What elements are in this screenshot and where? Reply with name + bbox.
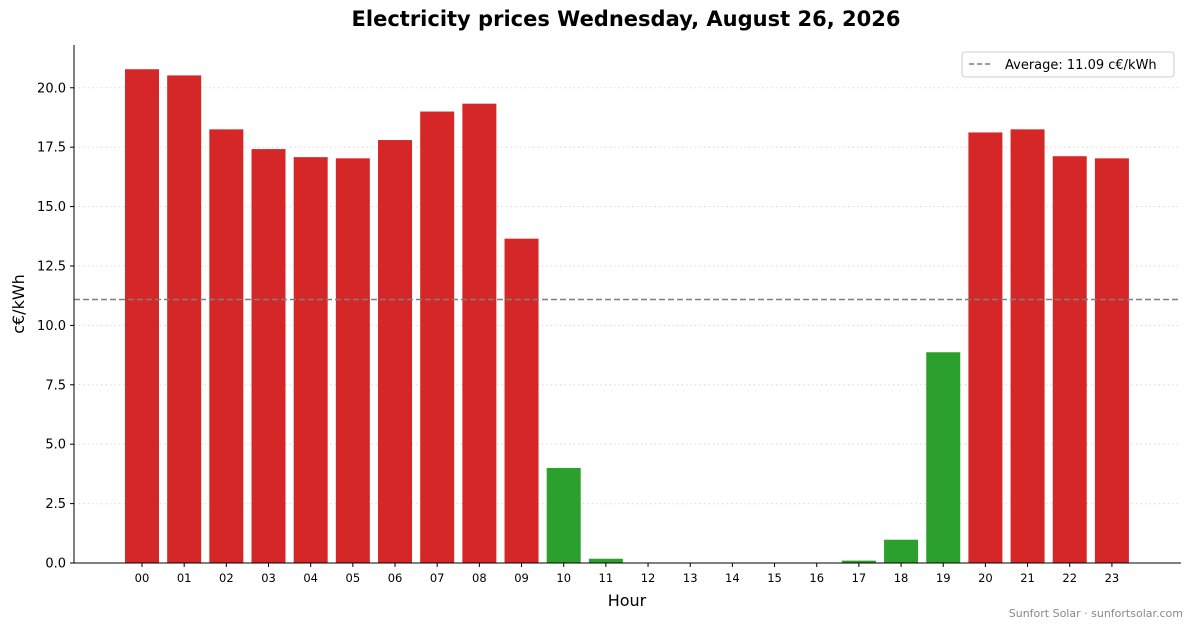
bar-hour-01 (167, 75, 202, 564)
bar-hour-17 (841, 560, 876, 563)
bar-hour-19 (926, 352, 961, 563)
x-ticks: 00 01 02 03 04 05 06 07 08 09 10 11 12 13 14 15 16 17 18 19… (135, 563, 1120, 585)
x-tick-label: 16 (809, 571, 824, 585)
x-tick-label: 08 (472, 571, 487, 585)
x-tick-label: 04 (303, 571, 318, 585)
x-tick-label: 05 (346, 571, 361, 585)
x-tick-label: 02 (219, 571, 234, 585)
x-tick-label: 03 (261, 571, 276, 585)
y-tick-label: 10.0 (37, 319, 66, 334)
y-tick-label: 17.5 (37, 141, 66, 156)
x-tick-label: 07 (430, 571, 445, 585)
y-axis-label: c€/kWh (9, 274, 28, 334)
y-tick-label: 12.5 (37, 259, 66, 274)
x-tick-label: 14 (725, 571, 740, 585)
bar-hour-06 (378, 140, 413, 563)
x-tick-label: 12 (641, 571, 656, 585)
chart-title: Electricity prices Wednesday, August 26,… (352, 7, 901, 31)
y-tick-label: 7.5 (45, 378, 66, 393)
bar-hour-05 (335, 158, 370, 563)
x-tick-label: 11 (599, 571, 614, 585)
bar-hour-23 (1094, 158, 1129, 563)
y-ticks: 0.0 2.5 5.0 7.5 10.0 12.5 15.0 17.5 20.0 (37, 81, 74, 572)
y-tick-label: 20.0 (37, 81, 66, 96)
y-tick-label: 0.0 (45, 557, 66, 572)
x-tick-label: 09 (514, 571, 529, 585)
legend: Average: 11.09 c€/kWh (961, 51, 1175, 78)
y-tick-label: 5.0 (45, 438, 66, 453)
y-tick-label: 2.5 (45, 497, 66, 512)
bar-hour-22 (1052, 156, 1087, 563)
bar-hour-21 (1010, 129, 1045, 563)
x-tick-label: 13 (683, 571, 698, 585)
x-tick-label: 17 (852, 571, 867, 585)
x-tick-label: 06 (388, 571, 403, 585)
bar-hour-04 (293, 157, 328, 564)
bar-hour-10 (546, 467, 581, 563)
x-tick-label: 22 (1062, 571, 1077, 585)
bar-hour-02 (209, 129, 244, 563)
legend-average-label: Average: 11.09 c€/kWh (1005, 58, 1157, 73)
bar-hour-00 (125, 69, 159, 563)
bar-hour-07 (420, 111, 455, 564)
bars (125, 69, 1129, 564)
bar-hour-09 (504, 238, 539, 564)
x-tick-label: 20 (978, 571, 993, 585)
x-tick-label: 00 (135, 571, 150, 585)
x-tick-label: 15 (767, 571, 782, 585)
axes (73, 45, 1181, 564)
bar-hour-11 (588, 558, 623, 563)
y-tick-label: 15.0 (37, 200, 66, 215)
x-tick-label: 23 (1105, 571, 1120, 585)
x-tick-label: 18 (894, 571, 909, 585)
legend-box (961, 51, 1175, 78)
bar-hour-18 (884, 539, 919, 563)
bar-hour-20 (968, 132, 1003, 563)
bar-hour-08 (462, 103, 497, 563)
footer-credit: Sunfort Solar · sunfortsolar.com (1009, 607, 1183, 620)
x-tick-label: 10 (556, 571, 571, 585)
x-axis-label: Hour (608, 591, 647, 610)
bar-hour-03 (251, 149, 286, 563)
x-tick-label: 01 (177, 571, 192, 585)
x-tick-label: 19 (936, 571, 951, 585)
x-tick-label: 21 (1020, 571, 1035, 585)
